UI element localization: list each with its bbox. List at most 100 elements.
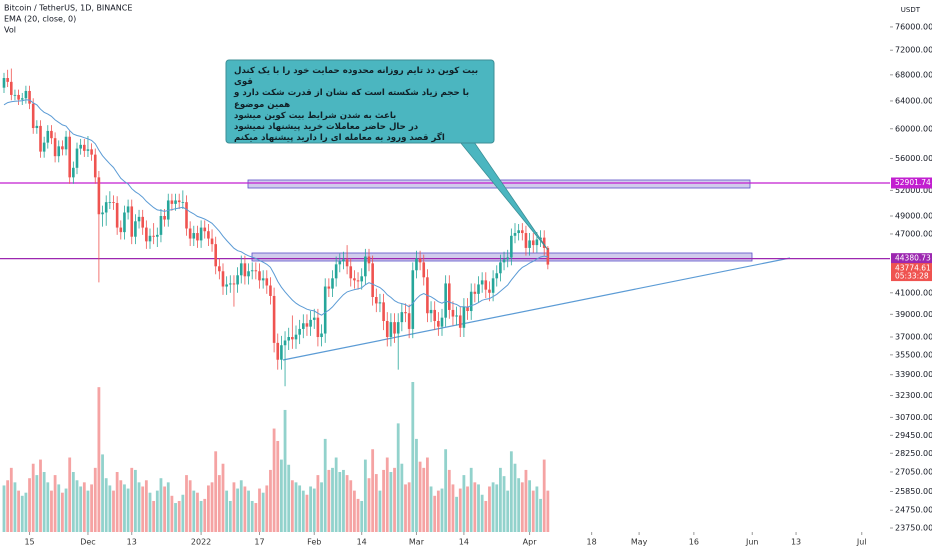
volume-bar — [192, 490, 196, 532]
candle-body — [495, 273, 499, 279]
candle-body — [499, 262, 502, 274]
y-tick-label: 32300.00 — [895, 391, 932, 400]
y-tick-label: 47000.00 — [895, 229, 932, 238]
candle-body — [152, 235, 155, 237]
candle-body — [462, 306, 466, 328]
candle-body — [126, 206, 130, 213]
volume-bar — [440, 488, 444, 532]
volume-bar — [360, 500, 364, 532]
y-tick-label: 27050.00 — [895, 467, 932, 476]
candle-body — [123, 212, 126, 233]
volume-bar — [101, 454, 104, 532]
volume-bar — [415, 438, 418, 532]
volume-bar — [477, 484, 480, 532]
candle-body — [221, 271, 225, 287]
candle-body — [276, 342, 280, 360]
volume-bar — [316, 475, 320, 532]
volume-bar — [312, 488, 316, 532]
volume-bar — [422, 467, 426, 532]
candle-body — [203, 227, 207, 232]
candle-body — [510, 235, 513, 258]
candle-body — [316, 317, 320, 338]
volume-bar — [39, 459, 42, 532]
volume-bar — [480, 494, 484, 532]
volume-bar — [137, 482, 141, 532]
volume-bar — [24, 492, 28, 532]
volume-bar — [144, 480, 148, 532]
volume-bar — [287, 464, 291, 532]
candle-body — [488, 289, 491, 293]
volume-bar — [363, 459, 367, 532]
x-tick-label: 18 — [587, 538, 597, 547]
volume-bar — [6, 480, 10, 532]
volume-bar — [323, 438, 327, 532]
candle-body — [17, 94, 20, 100]
volume-bar — [436, 490, 440, 532]
volume-bar — [90, 484, 93, 532]
candle-body — [137, 216, 141, 222]
x-tick-label: 14 — [459, 538, 469, 547]
candle-body — [382, 302, 385, 322]
candle-body — [385, 321, 389, 338]
volume-bar — [79, 486, 83, 532]
volume-bar — [338, 472, 342, 532]
candle-body — [61, 146, 64, 150]
volume-bar — [148, 492, 152, 532]
candle-body — [243, 263, 247, 277]
candle-body — [327, 286, 331, 289]
candle-body — [444, 283, 447, 318]
candle-body — [356, 280, 360, 282]
volume-bar — [404, 484, 407, 532]
candle-body — [546, 247, 550, 265]
volume-bar — [64, 488, 68, 532]
candle-body — [199, 227, 203, 241]
volume-bar — [112, 490, 115, 532]
volume-bar — [426, 457, 429, 532]
volume-bar — [57, 484, 61, 532]
candle-body — [170, 200, 174, 204]
candle-body — [57, 146, 61, 157]
volume-bar — [13, 482, 17, 532]
candle-body — [411, 270, 415, 329]
volume-bar — [236, 488, 239, 532]
volume-bar — [214, 451, 218, 532]
volume-bar — [290, 480, 294, 532]
candle-body — [437, 321, 440, 327]
x-tick-label: 17 — [254, 538, 264, 547]
candle-body — [141, 216, 144, 228]
candle-body — [28, 90, 31, 104]
volume-bar — [42, 472, 46, 532]
volume-bar — [331, 467, 334, 532]
volume-bar — [243, 486, 247, 532]
candle-body — [298, 328, 301, 335]
volume-bar — [50, 490, 53, 532]
candle-body — [2, 78, 6, 88]
candle-body — [371, 263, 374, 298]
candle-body — [50, 130, 53, 139]
candle-body — [269, 285, 272, 296]
volume-bar — [97, 387, 101, 532]
volume-bar — [166, 482, 170, 532]
candle-body — [35, 125, 39, 129]
volume-bar — [374, 474, 378, 532]
volume-bar — [265, 485, 269, 532]
price-line-label-bg — [891, 177, 932, 189]
volume-bar — [155, 490, 159, 532]
y-tick-label: 29450.00 — [895, 431, 932, 440]
volume-bar — [61, 492, 64, 532]
candle-body — [378, 302, 382, 304]
volume-bar — [35, 475, 39, 532]
volume-bar — [17, 490, 20, 532]
volume-bar — [451, 484, 455, 532]
volume-bar — [228, 500, 232, 532]
candle-body — [407, 313, 411, 329]
volume-bar — [513, 463, 517, 532]
time-axis — [0, 532, 932, 550]
volume-bar — [46, 482, 50, 532]
callout-box — [225, 59, 495, 144]
y-tick-label: 52000.00 — [895, 186, 932, 195]
x-tick-label: 2022 — [191, 538, 211, 547]
volume-bar — [185, 475, 188, 532]
candle-body — [196, 233, 199, 241]
price-line-label-bg — [891, 253, 932, 265]
